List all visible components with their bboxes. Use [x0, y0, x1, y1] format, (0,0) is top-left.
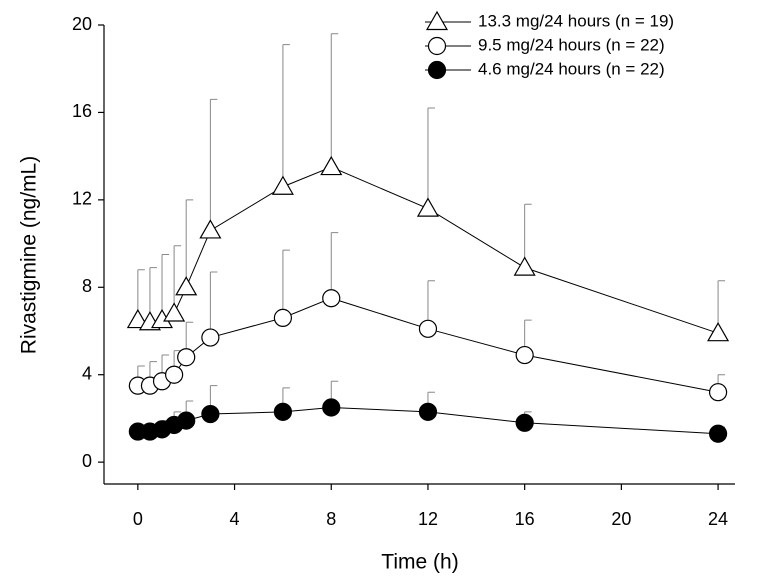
data-point: [201, 404, 220, 424]
data-point: [513, 256, 536, 276]
legend-label: 13.3 mg/24 hours (n = 19): [478, 11, 674, 30]
error-bar: [282, 249, 290, 318]
data-point: [175, 276, 198, 296]
data-point: [273, 308, 293, 327]
error-bar: [282, 44, 290, 187]
data-point: [322, 289, 341, 308]
error-bar: [209, 98, 218, 231]
legend-marker: [427, 36, 447, 56]
error-bar: [524, 203, 532, 268]
legend-label: 4.6 mg/24 hours (n = 22): [478, 59, 665, 78]
data-point: [201, 328, 220, 347]
data-point: [177, 411, 196, 430]
data-point: [177, 348, 196, 367]
data-point: [322, 398, 341, 417]
data-point: [707, 321, 730, 342]
y-tick-label: 12: [72, 189, 92, 209]
y-tick-label: 4: [82, 363, 92, 383]
x-tick-label: 20: [611, 509, 631, 529]
y-tick-label: 0: [82, 451, 92, 471]
data-point: [515, 413, 534, 432]
x-tick-label: 12: [418, 509, 438, 529]
y-tick-label: 16: [72, 101, 92, 121]
data-point: [126, 308, 149, 329]
x-tick-label: 24: [708, 509, 728, 529]
data-point: [199, 219, 222, 239]
y-tick-label: 20: [72, 14, 92, 34]
error-bar: [427, 107, 435, 209]
data-point: [320, 155, 343, 176]
data-point: [163, 302, 186, 322]
data-point: [515, 345, 534, 365]
y-axis-label: Rivastigmine (ng/mL): [18, 156, 41, 354]
error-bar: [173, 245, 182, 314]
data-point: [416, 197, 439, 217]
data-point: [165, 365, 184, 384]
x-tick-label: 8: [326, 509, 336, 529]
data-point: [418, 402, 438, 421]
legend-marker: [425, 10, 449, 31]
data-point: [708, 383, 728, 402]
error-bar: [330, 232, 339, 299]
data-point: [273, 402, 293, 421]
data-point: [418, 319, 438, 338]
x-tick-label: 4: [230, 509, 240, 529]
data-point: [271, 175, 294, 195]
legend-label: 9.5 mg/24 hours (n = 22): [478, 35, 665, 54]
legend-marker: [427, 60, 447, 80]
error-bar: [161, 254, 170, 321]
error-bar: [209, 271, 218, 338]
data-point: [708, 424, 728, 443]
y-tick-label: 8: [82, 276, 92, 296]
x-tick-label: 16: [515, 509, 535, 529]
error-bar: [330, 33, 339, 168]
x-axis-label: Time (h): [381, 551, 458, 574]
error-bar: [185, 199, 194, 288]
x-tick-label: 0: [133, 509, 143, 529]
